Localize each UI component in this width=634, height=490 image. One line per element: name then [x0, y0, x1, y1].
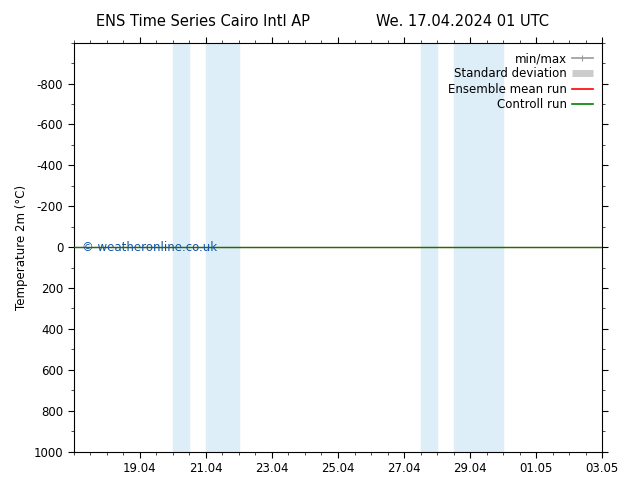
Y-axis label: Temperature 2m (°C): Temperature 2m (°C) — [15, 185, 28, 310]
Legend: min/max, Standard deviation, Ensemble mean run, Controll run: min/max, Standard deviation, Ensemble me… — [444, 49, 597, 115]
Bar — [420, 43, 437, 452]
Text: © weatheronline.co.uk: © weatheronline.co.uk — [82, 241, 217, 254]
Text: We. 17.04.2024 01 UTC: We. 17.04.2024 01 UTC — [377, 14, 549, 29]
Bar — [172, 43, 190, 452]
Bar — [206, 43, 239, 452]
Text: ENS Time Series Cairo Intl AP: ENS Time Series Cairo Intl AP — [96, 14, 310, 29]
Bar — [454, 43, 503, 452]
